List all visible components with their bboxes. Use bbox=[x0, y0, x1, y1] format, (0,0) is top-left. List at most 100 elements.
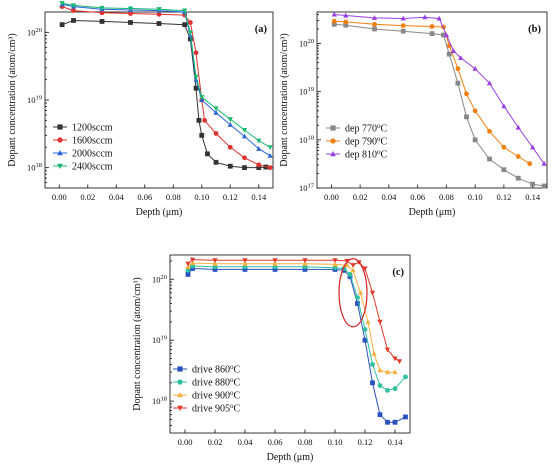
data-point bbox=[99, 10, 105, 16]
data-point bbox=[242, 155, 247, 161]
data-point bbox=[187, 30, 193, 36]
data-point bbox=[242, 258, 248, 264]
data-point bbox=[541, 183, 547, 189]
x-tick-label: 0.06 bbox=[410, 192, 425, 202]
data-point bbox=[242, 267, 248, 272]
data-point bbox=[443, 32, 450, 38]
series-line bbox=[61, 19, 266, 169]
data-point bbox=[227, 117, 233, 122]
data-point bbox=[59, 1, 65, 6]
x-tick-label: 0.06 bbox=[268, 437, 283, 447]
data-point bbox=[371, 350, 377, 356]
y-tick-label: 1020 bbox=[299, 38, 314, 49]
data-point bbox=[541, 160, 547, 166]
legend-label: drive 905oC bbox=[192, 402, 241, 415]
data-point bbox=[370, 362, 375, 367]
data-point bbox=[199, 95, 205, 100]
data-point bbox=[501, 144, 507, 150]
legend-marker bbox=[177, 392, 183, 398]
data-point bbox=[242, 165, 247, 171]
data-point bbox=[156, 7, 162, 12]
data-point bbox=[213, 109, 219, 115]
data-point bbox=[71, 8, 76, 13]
data-point bbox=[182, 22, 188, 28]
y-axis-label: Dopant concentration (atom/cm³) bbox=[7, 33, 18, 167]
series-1 bbox=[185, 266, 408, 425]
data-point bbox=[487, 128, 492, 134]
data-point bbox=[472, 108, 478, 114]
x-tick-label: 0.12 bbox=[496, 192, 511, 202]
data-point bbox=[331, 18, 337, 24]
data-point bbox=[362, 266, 368, 272]
x-tick-label: 0.08 bbox=[298, 437, 313, 447]
data-point bbox=[350, 267, 356, 273]
data-point bbox=[362, 337, 368, 343]
chart-panel-3: 0.00 0.02 0.04 0.06 0.08 0.10 0.12 0.14 1018 1019… bbox=[132, 254, 411, 463]
data-point bbox=[464, 114, 469, 120]
series-line bbox=[187, 265, 406, 391]
data-point bbox=[350, 263, 356, 268]
data-point bbox=[400, 23, 406, 28]
series-line bbox=[334, 20, 531, 165]
data-point bbox=[343, 22, 349, 28]
series-4 bbox=[59, 1, 273, 151]
data-point bbox=[213, 159, 219, 165]
data-point bbox=[272, 267, 278, 272]
legend-marker bbox=[330, 125, 336, 131]
data-point bbox=[99, 19, 105, 24]
data-point bbox=[365, 319, 371, 324]
data-point bbox=[199, 132, 205, 138]
data-point bbox=[182, 8, 188, 14]
data-point bbox=[429, 31, 435, 37]
data-point bbox=[362, 327, 368, 332]
data-point bbox=[71, 18, 76, 23]
data-point bbox=[450, 48, 457, 53]
x-tick-label: 0.08 bbox=[166, 192, 181, 202]
data-point bbox=[403, 414, 408, 420]
y-tick-label: 1019 bbox=[152, 335, 167, 346]
x-tick-label: 0.10 bbox=[194, 192, 209, 202]
x-tick-label: 0.04 bbox=[109, 192, 125, 202]
x-tick-label: 0.02 bbox=[353, 192, 368, 202]
legend-label: drive 860oC bbox=[192, 363, 241, 376]
data-point bbox=[127, 6, 134, 12]
x-axis-label: Depth (μm) bbox=[267, 452, 314, 463]
data-point bbox=[357, 290, 364, 295]
data-point bbox=[487, 156, 492, 162]
legend-marker bbox=[177, 379, 183, 385]
legend-label: 2400sccm bbox=[72, 162, 113, 173]
data-point bbox=[212, 258, 218, 264]
data-point bbox=[400, 28, 406, 34]
data-point bbox=[392, 419, 398, 425]
data-point bbox=[185, 272, 191, 277]
data-point bbox=[369, 290, 376, 296]
legend-marker bbox=[177, 405, 183, 411]
data-point bbox=[403, 374, 408, 380]
data-point bbox=[455, 66, 461, 72]
data-point bbox=[267, 145, 273, 151]
data-point bbox=[227, 163, 233, 169]
data-point bbox=[370, 380, 375, 386]
data-point bbox=[202, 117, 208, 123]
legend-marker bbox=[57, 163, 63, 169]
data-point bbox=[70, 3, 77, 9]
y-tick-label: 1017 bbox=[299, 183, 315, 194]
x-tick-label: 0.00 bbox=[178, 437, 193, 447]
data-point bbox=[384, 347, 391, 353]
x-tick-label: 0.10 bbox=[328, 437, 343, 447]
series-4 bbox=[185, 257, 403, 365]
y-axis-label: Dopant concentration (atom/cm³) bbox=[132, 277, 143, 411]
legend-label: 1200sccm bbox=[72, 123, 113, 134]
legend-label: drive 880oC bbox=[192, 376, 241, 389]
data-point bbox=[267, 152, 273, 158]
data-point bbox=[331, 11, 337, 17]
data-point bbox=[212, 260, 218, 266]
data-point bbox=[256, 146, 262, 151]
data-point bbox=[385, 388, 390, 393]
data-point bbox=[429, 24, 435, 29]
data-point bbox=[458, 55, 464, 61]
y-axis-label: Dopant concentration (atom/cm³) bbox=[279, 33, 290, 167]
panel-label: (b) bbox=[528, 24, 541, 35]
